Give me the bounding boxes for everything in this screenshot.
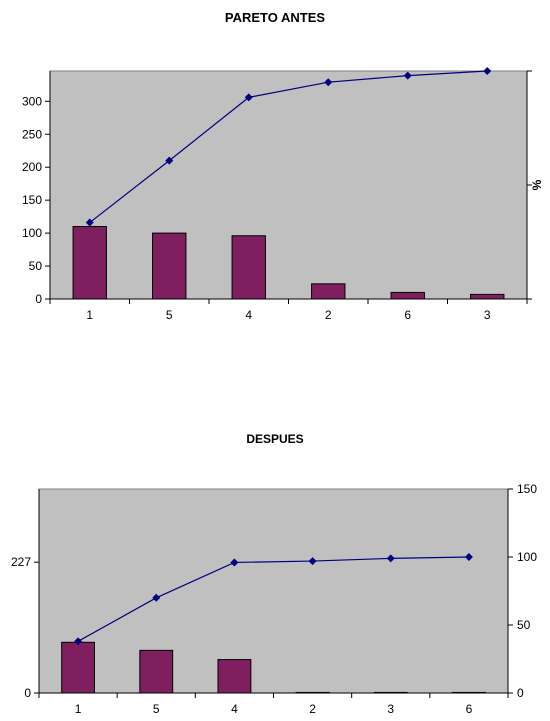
bar [72, 226, 107, 300]
bar [452, 691, 486, 694]
y-tick-label: 0 [24, 686, 31, 700]
y-tick-label: 100 [22, 226, 42, 240]
series-marker [74, 637, 83, 646]
bar [217, 659, 252, 694]
bar [470, 293, 505, 300]
bar [311, 283, 346, 300]
x-tick-label: 3 [484, 308, 491, 322]
chart-svg: 0 50 100 150 200 250 300% 1 5 4 2 6 3 [22, 67, 544, 322]
bar [61, 641, 95, 694]
y-tick-label: 250 [22, 127, 42, 141]
chart-title: DESPUES [246, 432, 304, 446]
chart-title: PARETO ANTES [224, 10, 326, 25]
series-marker [165, 156, 174, 165]
pareto-antes-chart: PARETO ANTES 0 50 100 150 200 250 300% 1 5 4 2 6 3 [0, 0, 550, 360]
y2-tick-label: 0 [517, 686, 524, 700]
series-marker [483, 67, 492, 75]
x-tick-label: 2 [325, 308, 332, 322]
series-line [89, 70, 488, 224]
y2-tick-label: 100 [517, 550, 537, 564]
plot-area [49, 70, 528, 300]
series-marker [324, 78, 333, 87]
bar [295, 691, 330, 694]
x-tick-label: 3 [387, 702, 394, 716]
x-tick-label: 5 [166, 308, 173, 322]
series-marker [152, 593, 161, 602]
x-tick-label: 1 [75, 702, 82, 716]
y2-axis-label: % [530, 179, 544, 190]
y2-tick-label: 50 [517, 618, 531, 632]
x-tick-label: 6 [404, 308, 411, 322]
bar [390, 291, 425, 300]
series-marker [308, 557, 317, 566]
y2-tick-label: 150 [517, 482, 537, 496]
y-tick-label: 200 [22, 160, 42, 174]
plot-area [38, 488, 509, 694]
series-marker [230, 558, 239, 567]
x-tick-label: 5 [153, 702, 160, 716]
bar [373, 691, 408, 694]
y-tick-label: 300 [22, 94, 42, 108]
series-marker [464, 553, 473, 561]
series-marker [244, 93, 253, 102]
bar [231, 235, 266, 300]
bar [152, 232, 187, 300]
x-tick-label: 2 [309, 702, 316, 716]
y-tick-label: 227 [11, 555, 31, 569]
series-marker [386, 554, 395, 563]
series-marker [85, 218, 94, 227]
x-tick-label: 4 [245, 308, 252, 322]
bar [139, 649, 174, 694]
chart-svg: 0 227 0 50 100 150 1 5 4 2 3 6 [11, 482, 537, 716]
y-tick-label: 50 [29, 259, 43, 273]
series-line [77, 556, 469, 642]
x-tick-label: 4 [231, 702, 238, 716]
series-marker [403, 71, 412, 80]
y-tick-label: 0 [35, 292, 42, 306]
x-tick-label: 6 [466, 702, 473, 716]
despues-chart: DESPUES 0 227 0 50 100 150 1 5 4 2 3 6 [0, 420, 550, 721]
y-tick-label: 150 [22, 193, 42, 207]
x-tick-label: 1 [86, 308, 93, 322]
